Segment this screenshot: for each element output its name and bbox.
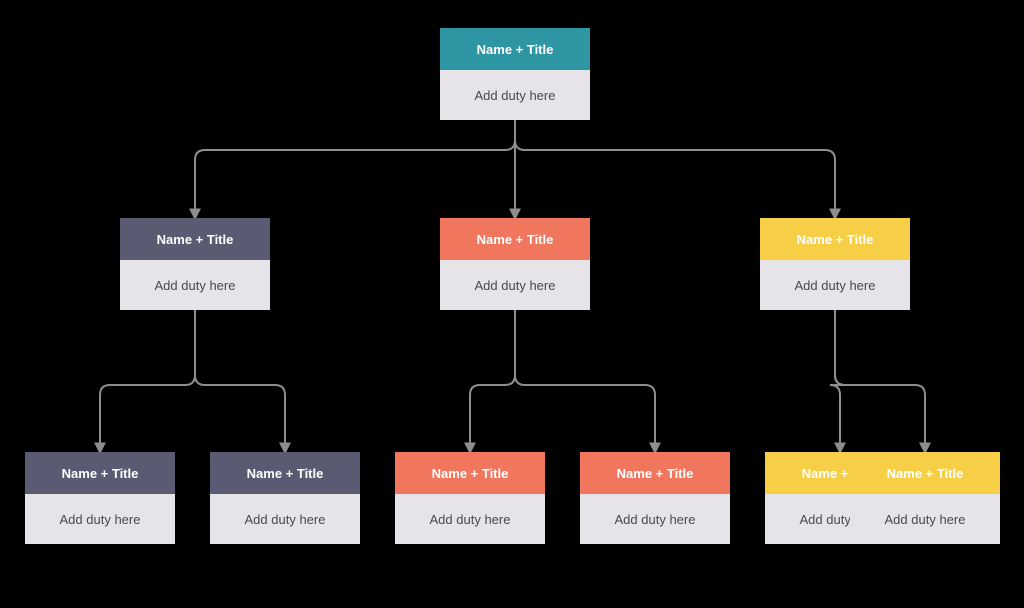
org-node[interactable]: Name + TitleAdd duty here [440,218,590,310]
org-node-body: Add duty here [440,260,590,310]
org-node-header: Name + Title [120,218,270,260]
org-node-header: Name + Title [580,452,730,494]
org-node-header: Name + Title [760,218,910,260]
org-node-header: Name + Title [395,452,545,494]
org-node-body: Add duty here [25,494,175,544]
connector [470,310,515,452]
connector [515,120,835,218]
connector [835,310,925,452]
org-node[interactable]: Name + TitleAdd duty here [440,28,590,120]
org-node-body: Add duty here [580,494,730,544]
connector [515,310,655,452]
org-node-body: Add duty here [850,494,1000,544]
org-node-header: Name + Title [440,218,590,260]
org-node[interactable]: Name + TitleAdd duty here [25,452,175,544]
connector [195,310,285,452]
connector [195,120,515,218]
org-node-body: Add duty here [210,494,360,544]
org-node-body: Add duty here [760,260,910,310]
org-node-body: Add duty here [395,494,545,544]
org-node-header: Name + Title [210,452,360,494]
org-node[interactable]: Name + TitleAdd duty here [120,218,270,310]
org-node[interactable]: Name + TitleAdd duty here [580,452,730,544]
org-node[interactable]: Name + TitleAdd duty here [850,452,1000,544]
org-node-header: Name + Title [25,452,175,494]
org-node-header: Name + Title [440,28,590,70]
org-node-header: Name + Title [850,452,1000,494]
connector [100,310,195,452]
org-node-body: Add duty here [120,260,270,310]
org-node[interactable]: Name + TitleAdd duty here [760,218,910,310]
org-node-body: Add duty here [440,70,590,120]
org-node[interactable]: Name + TitleAdd duty here [210,452,360,544]
org-node[interactable]: Name + TitleAdd duty here [395,452,545,544]
